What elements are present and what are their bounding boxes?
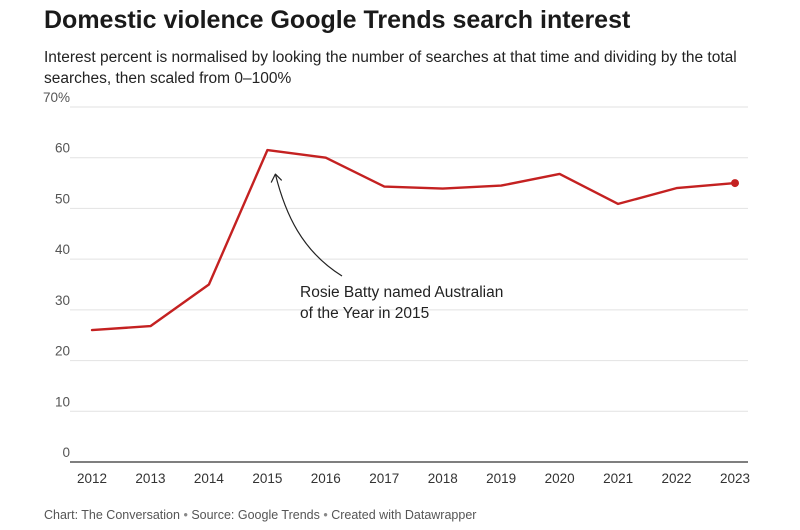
series-end-marker	[731, 179, 739, 188]
x-tick-label: 2021	[603, 471, 633, 486]
footer-source: Source: Google Trends	[191, 508, 320, 522]
footer-separator: •	[183, 508, 188, 522]
series-line	[90, 148, 737, 332]
y-tick-label: 40	[55, 242, 70, 257]
y-tick-label: 50	[55, 191, 70, 206]
annotation-layer	[270, 173, 343, 277]
x-tick-label: 2017	[369, 471, 399, 486]
x-tick-label: 2023	[720, 471, 750, 486]
chart-title: Domestic violence Google Trends search i…	[44, 6, 631, 34]
x-tick-label: 2019	[486, 471, 516, 486]
x-tick-label: 2022	[662, 471, 692, 486]
y-tick-label: 0	[62, 445, 70, 460]
annotation-arrowhead	[270, 173, 282, 183]
y-tick-label: 60	[55, 141, 70, 156]
x-axis-ticks: 2012 2013 2014 2015 2016 2017 2018 2019 2020 2021…	[77, 471, 750, 486]
chart-subtitle: Interest percent is normalised by lookin…	[44, 49, 737, 87]
footer-chart-credit: Chart: The Conversation	[44, 508, 180, 522]
y-axis-ticks: 0 10 20 30 40 50 60 70%	[43, 90, 70, 460]
x-tick-label: 2013	[135, 471, 165, 486]
x-tick-label: 2012	[77, 471, 107, 486]
annotation-text: Rosie Batty named Australian of the Year…	[300, 282, 503, 324]
gridlines	[70, 106, 748, 463]
x-tick-label: 2018	[428, 471, 458, 486]
x-tick-label: 2016	[311, 471, 341, 486]
footer-created-with: Created with Datawrapper	[331, 508, 477, 522]
annotation-line-2: of the Year in 2015	[300, 305, 430, 322]
footer-separator: •	[323, 508, 328, 522]
series-layer	[90, 148, 739, 332]
annotation-arrow	[274, 173, 343, 277]
annotation-line-1: Rosie Batty named Australian	[300, 284, 504, 301]
x-tick-label: 2020	[545, 471, 575, 486]
x-tick-label: 2015	[252, 471, 282, 486]
y-tick-label: 70%	[43, 90, 70, 105]
y-tick-label: 20	[55, 344, 70, 359]
x-tick-label: 2014	[194, 471, 225, 486]
chart-footer: Chart: The Conversation • Source: Google…	[44, 508, 476, 522]
y-tick-label: 30	[55, 293, 70, 308]
y-tick-label: 10	[55, 394, 70, 409]
